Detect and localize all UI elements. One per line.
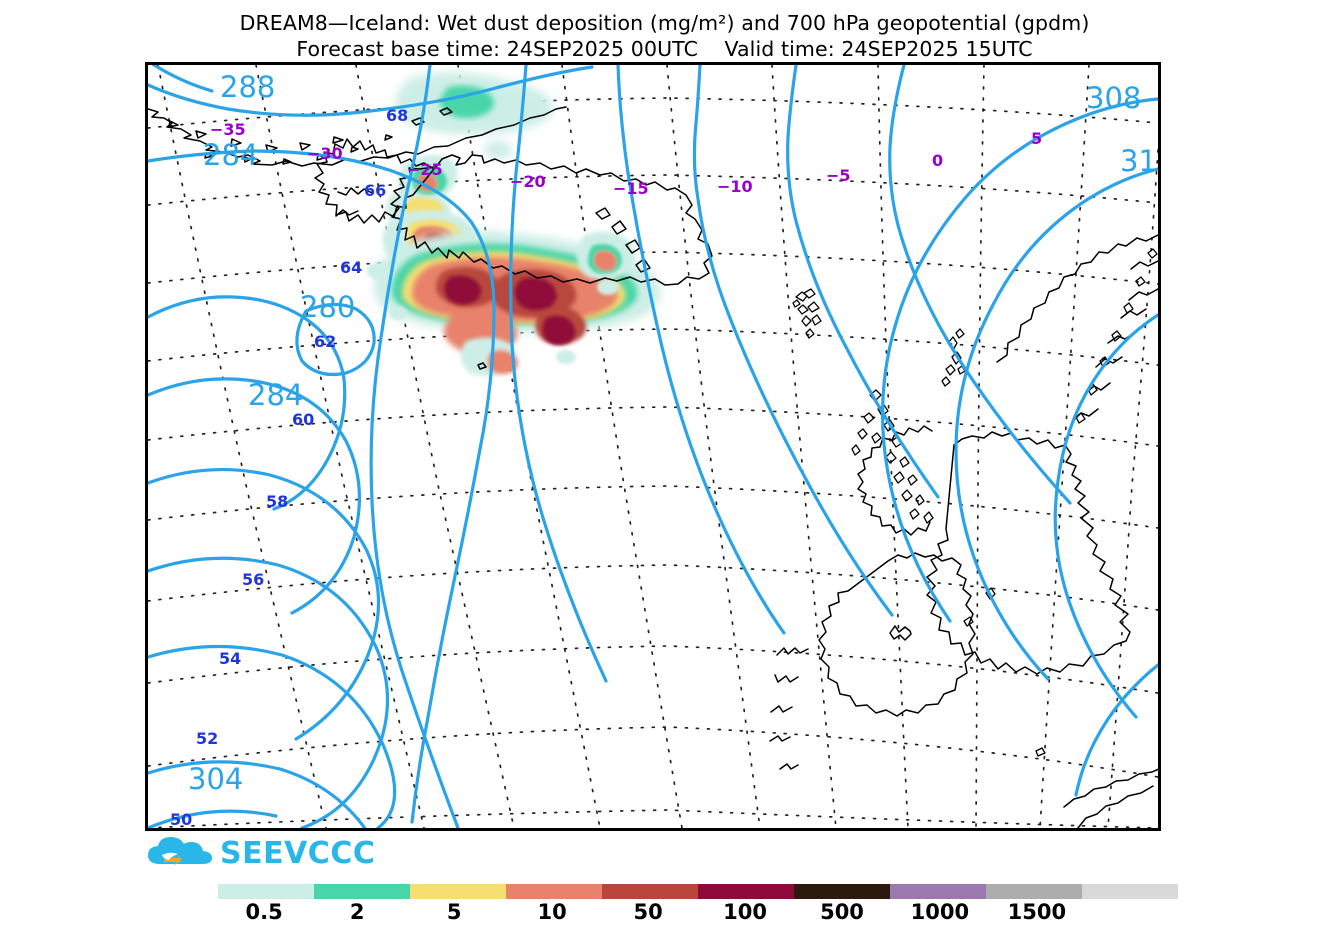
lon-label-m35: −35	[210, 120, 246, 139]
contour-label-284-b: 284	[248, 378, 303, 412]
lat-label-66: 66	[364, 181, 386, 200]
contour-t6	[888, 65, 1072, 505]
seevccc-logo: SEEVCCC	[146, 834, 375, 876]
lon-label-5: 5	[1031, 129, 1042, 148]
lon-label-m5: −5	[826, 166, 851, 185]
lon-label-m25: −25	[407, 160, 443, 179]
lon-label-0: 0	[932, 151, 943, 170]
colorbar-segment-9	[1082, 884, 1178, 899]
lat-label-54: 54	[219, 649, 241, 668]
colorbar-segment-5	[698, 884, 794, 899]
colorbar-tick-100: 100	[723, 900, 767, 924]
colorbar-segment-2	[410, 884, 506, 899]
contour-308	[880, 97, 1158, 623]
title-line-2: Forecast base time: 24SEP2025 00UTC Vali…	[296, 37, 1033, 61]
contour-t5	[786, 65, 940, 499]
colorbar-segment-3	[506, 884, 602, 899]
contour-t4	[692, 65, 894, 617]
contour-284-lower	[148, 295, 347, 511]
colorbar-tick-500: 500	[820, 900, 864, 924]
graticule	[148, 65, 1158, 828]
contour-312	[954, 167, 1158, 681]
chart-title-block: DREAM8—Iceland: Wet dust deposition (mg/…	[0, 10, 1329, 62]
lat-label-60: 60	[292, 410, 314, 429]
great-britain-coast	[926, 431, 1131, 675]
colorbar-tick-2: 2	[349, 900, 365, 924]
coastlines	[148, 106, 1158, 828]
colorbar-tick-labels: 0.5 2 5 10 50 100 500 1000 1500	[218, 900, 1178, 924]
lat-label-68: 68	[386, 106, 408, 125]
contour-304b	[148, 809, 278, 828]
contour-t1	[369, 65, 460, 828]
colorbar: 0.5 2 5 10 50 100 500 1000 1500	[218, 884, 1178, 924]
colorbar-segment-0	[218, 884, 314, 899]
ireland-coast	[818, 552, 976, 717]
colorbar-tick-50: 50	[633, 900, 663, 924]
contour-t2	[509, 65, 608, 683]
contour-300	[148, 644, 397, 828]
contour-label-280: 280	[300, 290, 355, 324]
france-coast	[1063, 768, 1158, 808]
contour-label-304: 304	[188, 762, 243, 796]
latitude-labels: 68 66 64 62 60 58 56 54 52 50	[170, 106, 408, 828]
colorbar-segment-4	[602, 884, 698, 899]
lon-label-m10: −10	[717, 177, 753, 196]
colorbar-tick-1500: 1500	[1007, 900, 1067, 924]
contour-316	[1053, 313, 1158, 719]
contour-label-308: 308	[1086, 81, 1141, 115]
greenland-coast	[148, 106, 567, 167]
contour-284-outer	[148, 377, 362, 615]
lat-label-50: 50	[170, 810, 192, 828]
lat-label-52: 52	[196, 729, 218, 748]
contour-t3	[616, 65, 786, 635]
contour-label-312: 312	[1120, 144, 1158, 178]
map-plot-area: 288 284 280 284 304 308 312 68 66 64 62 …	[145, 62, 1161, 831]
cloud-icon	[148, 837, 212, 866]
lon-label-m20: −20	[510, 172, 546, 191]
dust-deposition-field	[367, 72, 661, 377]
faroe-islands	[792, 288, 822, 339]
colorbar-segment-7	[890, 884, 986, 899]
map-canvas: 288 284 280 284 304 308 312 68 66 64 62 …	[148, 65, 1158, 828]
contour-label-284-a: 284	[203, 138, 258, 172]
colorbar-tick-0.5: 0.5	[245, 900, 283, 924]
shetland-islands	[941, 328, 966, 387]
colorbar-segment-1	[314, 884, 410, 899]
contour-304	[148, 760, 367, 828]
contour-288b	[151, 65, 214, 93]
contour-labels: 288 284 280 284 304 308 312	[188, 70, 1158, 796]
lat-label-58: 58	[266, 492, 288, 511]
contour-296	[148, 556, 390, 828]
colorbar-tick-1000: 1000	[910, 900, 970, 924]
title-line-1: DREAM8—Iceland: Wet dust deposition (mg/…	[239, 11, 1090, 35]
iceland-coast	[390, 154, 713, 286]
colorbar-swatches	[218, 884, 1178, 899]
contour-284-upper	[148, 149, 496, 824]
lon-label-m30: −30	[307, 144, 343, 163]
lat-label-64: 64	[340, 258, 362, 277]
lat-label-62: 62	[314, 332, 336, 351]
seevccc-logo-text: SEEVCCC	[220, 836, 376, 871]
norway-coast	[996, 234, 1158, 363]
colorbar-tick-10: 10	[537, 900, 567, 924]
contour-label-288: 288	[220, 70, 275, 104]
longitude-labels: −35 −30 −25 −20 −15 −10 −5 0 5	[210, 120, 1042, 198]
contour-292	[148, 467, 381, 741]
contour-280-center	[295, 302, 376, 377]
lon-label-m15: −15	[613, 179, 649, 198]
contour-bottom-right	[1074, 663, 1158, 797]
colorbar-segment-8	[986, 884, 1082, 899]
colorbar-tick-5: 5	[446, 900, 462, 924]
colorbar-segment-6	[794, 884, 890, 899]
lat-label-56: 56	[242, 570, 264, 589]
geopotential-contours	[148, 65, 1158, 828]
